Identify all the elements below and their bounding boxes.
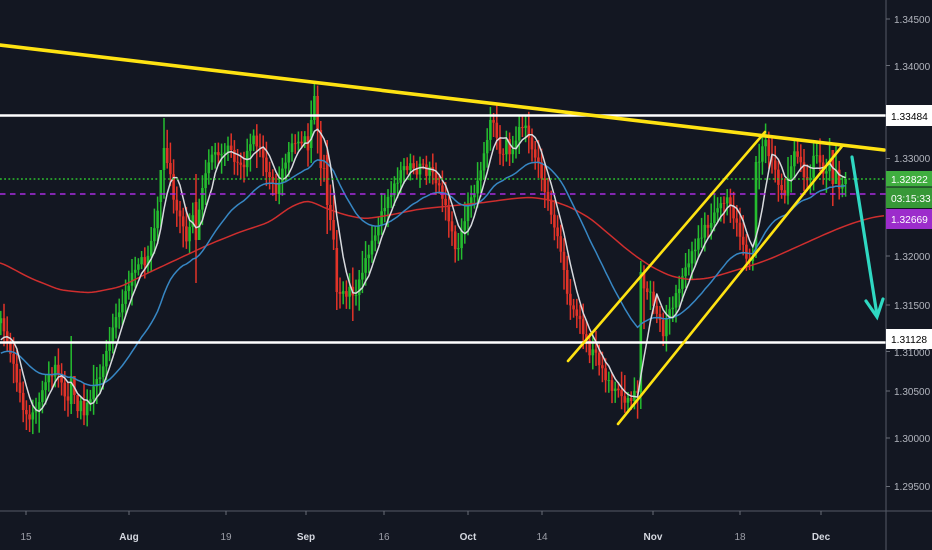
svg-text:1.31000: 1.31000 bbox=[894, 348, 931, 359]
svg-text:1.34000: 1.34000 bbox=[894, 62, 931, 73]
svg-text:Aug: Aug bbox=[119, 532, 138, 543]
svg-text:Sep: Sep bbox=[297, 532, 315, 543]
svg-text:1.30500: 1.30500 bbox=[894, 387, 931, 398]
svg-text:18: 18 bbox=[734, 532, 746, 543]
svg-text:1.34500: 1.34500 bbox=[894, 15, 931, 26]
svg-text:15: 15 bbox=[20, 532, 32, 543]
svg-text:1.30000: 1.30000 bbox=[894, 434, 931, 445]
svg-text:Oct: Oct bbox=[460, 532, 477, 543]
svg-text:1.31500: 1.31500 bbox=[894, 301, 931, 312]
svg-text:19: 19 bbox=[220, 532, 232, 543]
svg-text:16: 16 bbox=[378, 532, 390, 543]
svg-text:1.33000: 1.33000 bbox=[894, 154, 931, 165]
svg-text:1.31128: 1.31128 bbox=[891, 335, 927, 346]
svg-text:Nov: Nov bbox=[644, 532, 663, 543]
svg-text:Dec: Dec bbox=[812, 532, 831, 543]
svg-text:14: 14 bbox=[536, 532, 548, 543]
svg-text:1.32822: 1.32822 bbox=[891, 175, 928, 186]
svg-text:1.29500: 1.29500 bbox=[894, 482, 931, 493]
svg-text:03:15:33: 03:15:33 bbox=[891, 194, 931, 205]
svg-text:1.33484: 1.33484 bbox=[891, 112, 928, 123]
svg-text:1.32000: 1.32000 bbox=[894, 252, 931, 263]
svg-text:1.32669: 1.32669 bbox=[891, 215, 928, 226]
